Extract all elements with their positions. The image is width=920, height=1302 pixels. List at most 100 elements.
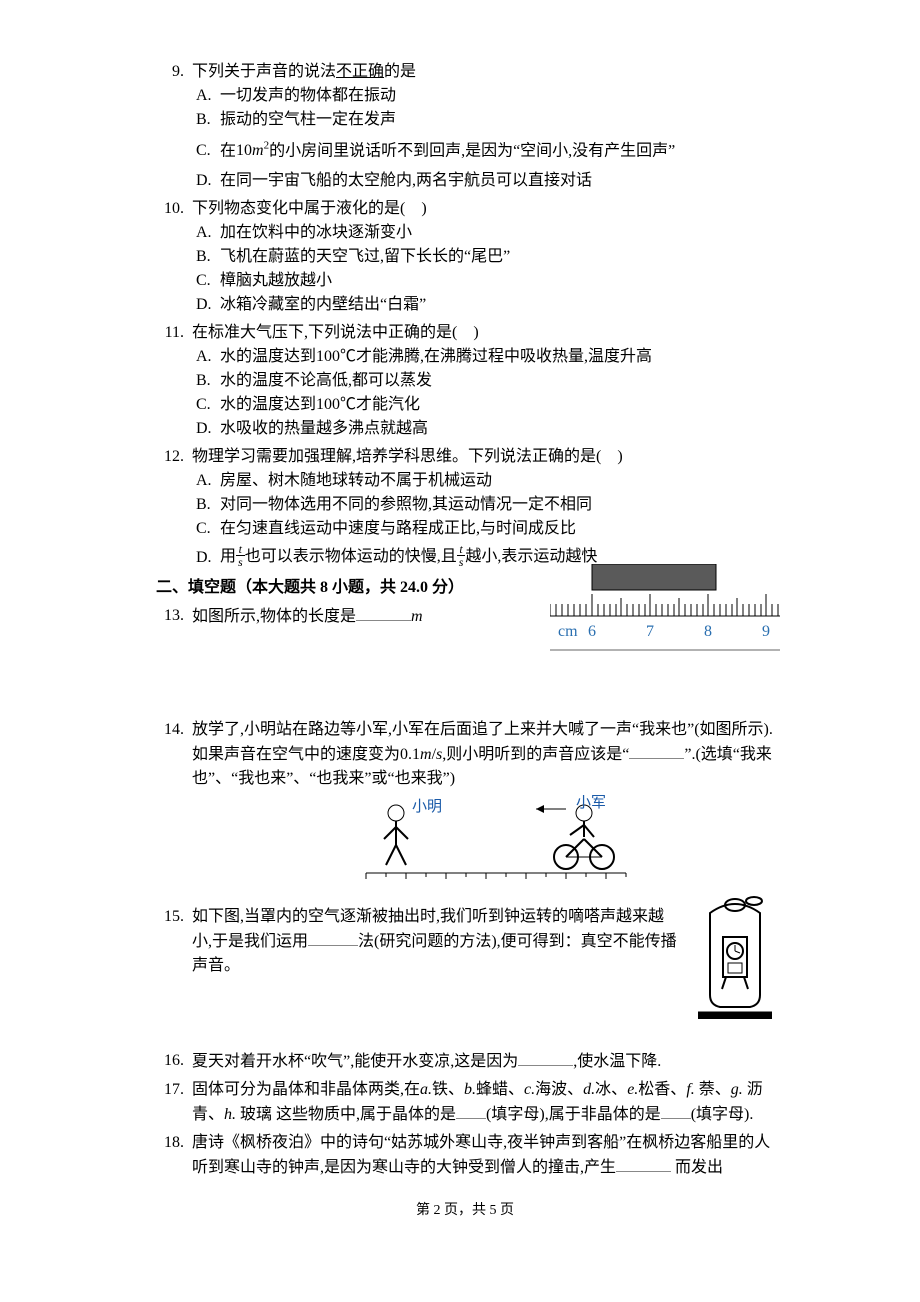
q15-belljar-figure: [690, 895, 780, 1033]
q12-d-p2: 也可以表示物体运动的快慢,且: [245, 549, 457, 566]
q9-opt-a: A.一切发声的物体都在振动: [192, 84, 780, 108]
q11-c-p2: 才能汽化: [356, 396, 420, 413]
q14-p2: ,则小明听到的声音应该是“: [442, 746, 629, 763]
q10-opt-c: C.樟脑丸越放越小: [192, 269, 780, 293]
q11-stem: 在标准大气压下,下列说法中正确的是( ): [192, 321, 780, 345]
q16-blank[interactable]: [518, 1049, 573, 1066]
q15-body: 如下图,当罩内的空气逐渐被抽出时,我们听到钟运转的嘀嗒声越来越小,于是我们运用法…: [192, 905, 780, 1033]
q17-f: f.: [686, 1081, 694, 1098]
q17-p2: (填字母),属于非晶体的是: [486, 1106, 661, 1123]
q17-d-t: 冰、: [595, 1081, 627, 1098]
q17-b-t: 蜂蜡、: [476, 1081, 524, 1098]
q12-b-text: 对同一物体选用不同的参照物,其运动情况一定不相同: [220, 496, 592, 513]
q16-body: 夏天对着开水杯“吹气”,能使开水变凉,这是因为,使水温下降.: [192, 1049, 780, 1074]
q9-stem-prefix: 下列关于声音的说法: [192, 63, 336, 80]
q10-d-text: 冰箱冷藏室的内壁结出“白霜”: [220, 296, 426, 313]
q12-stem: 物理学习需要加强理解,培养学科思维。下列说法正确的是( ): [192, 445, 780, 469]
q10-stem: 下列物态变化中属于液化的是( ): [192, 197, 780, 221]
q11-c-p1: 水的温度达到: [220, 396, 316, 413]
q11-opt-a: A.水的温度达到100℃才能沸腾,在沸腾过程中吸收热量,温度升高: [192, 345, 780, 369]
q14-num: 14.: [150, 718, 192, 901]
q10-opt-a: A.加在饮料中的冰块逐渐变小: [192, 221, 780, 245]
q9-stem-suffix: 的是: [384, 63, 416, 80]
q17-e: e.: [627, 1081, 638, 1098]
q9-b-text: 振动的空气柱一定在发声: [220, 111, 396, 128]
q9-stem: 下列关于声音的说法不正确的是: [192, 60, 780, 84]
q9-d-text: 在同一宇宙飞船的太空舱内,两名宇航员可以直接对话: [220, 172, 592, 189]
q17-h: h.: [224, 1106, 236, 1123]
q11-opt-c: C.水的温度达到100℃才能汽化: [192, 393, 780, 417]
q13-p2: m: [411, 608, 423, 625]
q11-a-p1: 水的温度达到: [220, 348, 316, 365]
q9-a-text: 一切发声的物体都在振动: [220, 87, 396, 104]
q17-p3: (填字母).: [691, 1106, 754, 1123]
q14-body: 放学了,小明站在路边等小军,小军在后面追了上来并大喊了一声“我来也”(如图所示)…: [192, 718, 780, 901]
q13-tick-6: 6: [588, 623, 596, 640]
q12-d-frac1: ts: [236, 543, 245, 568]
q11-a-p2: 才能沸腾,在沸腾过程中吸收热量,温度升高: [356, 348, 652, 365]
q17-c: c.: [524, 1081, 535, 1098]
q11-body: 在标准大气压下,下列说法中正确的是( ) A.水的温度达到100℃才能沸腾,在沸…: [192, 321, 780, 441]
q18-body: 唐诗《枫桥夜泊》中的诗句“姑苏城外寒山寺,夜半钟声到客船”在枫桥边客船里的人听到…: [192, 1131, 780, 1180]
q12-opt-a: A.房屋、树木随地球转动不属于机械运动: [192, 469, 780, 493]
q9-c-p2: 的小房间里说话听不到回声,是因为“空间小,没有产生回声”: [269, 142, 675, 159]
q10-c-text: 樟脑丸越放越小: [220, 272, 332, 289]
q13-ruler-unit: cm: [558, 623, 578, 640]
q17-d: d.: [583, 1081, 595, 1098]
q11-opt-b: B.水的温度不论高低,都可以蒸发: [192, 369, 780, 393]
q13-tick-9: 9: [762, 623, 770, 640]
q13-body: cm 6 7 8 9 如图所示,物体的长度是m: [192, 604, 780, 694]
q16-p2: ,使水温下降.: [573, 1053, 661, 1070]
q13-num: 13.: [150, 604, 192, 694]
q10-b-text: 飞机在蔚蓝的天空飞过,留下长长的“尾巴”: [220, 248, 510, 265]
q9-num: 9.: [150, 60, 192, 193]
q10-body: 下列物态变化中属于液化的是( ) A.加在饮料中的冰块逐渐变小 B.飞机在蔚蓝的…: [192, 197, 780, 317]
q14-figure: 小明 小军: [192, 795, 780, 893]
q17-blank2[interactable]: [661, 1102, 691, 1119]
q11-b-text: 水的温度不论高低,都可以蒸发: [220, 372, 432, 389]
q12-opt-b: B.对同一物体选用不同的参照物,其运动情况一定不相同: [192, 493, 780, 517]
q17-e-t: 松香、: [638, 1081, 686, 1098]
q11-c-temp: 100℃: [316, 396, 356, 413]
q15-blank[interactable]: [308, 929, 358, 946]
q17-body: 固体可分为晶体和非晶体两类,在a.铁、b.蜂蜡、c.海波、d.冰、e.松香、f.…: [192, 1078, 780, 1127]
q9-body: 下列关于声音的说法不正确的是 A.一切发声的物体都在振动 B.振动的空气柱一定在…: [192, 60, 780, 193]
q9-stem-underlined: 不正确: [336, 63, 384, 80]
q10-opt-d: D.冰箱冷藏室的内壁结出“白霜”: [192, 293, 780, 317]
q12-a-text: 房屋、树木随地球转动不属于机械运动: [220, 472, 492, 489]
q14-blank[interactable]: [629, 742, 684, 759]
q14-stem: 放学了,小明站在路边等小军,小军在后面追了上来并大喊了一声“我来也”(如图所示)…: [192, 718, 780, 791]
q12-d-p1: 用: [220, 549, 236, 566]
q18-num: 18.: [150, 1131, 192, 1180]
q17-blank1[interactable]: [456, 1102, 486, 1119]
q11-a-temp: 100℃: [316, 348, 356, 365]
q12-d-frac2: ts: [457, 543, 466, 568]
q11-d-text: 水吸收的热量越多沸点就越高: [220, 420, 428, 437]
q17-c-t: 海波、: [535, 1081, 583, 1098]
q12-body: 物理学习需要加强理解,培养学科思维。下列说法正确的是( ) A.房屋、树木随地球…: [192, 445, 780, 570]
q17-g: g.: [731, 1081, 743, 1098]
q9-opt-b: B.振动的空气柱一定在发声: [192, 108, 780, 132]
q14-speed: 0.1m/s: [400, 746, 442, 763]
q12-opt-c: C.在匀速直线运动中速度与路程成正比,与时间成反比: [192, 517, 780, 541]
q12-d-p3: 越小,表示运动越快: [465, 549, 597, 566]
q13-p1: 如图所示,物体的长度是: [192, 608, 356, 625]
q17-num: 17.: [150, 1078, 192, 1127]
q16-num: 16.: [150, 1049, 192, 1074]
q17-b: b.: [464, 1081, 476, 1098]
q12-c-text: 在匀速直线运动中速度与路程成正比,与时间成反比: [220, 520, 576, 537]
q17-h-t: 玻璃 这些物质中,属于晶体的是: [236, 1106, 456, 1123]
q17-f-t: 萘、: [695, 1081, 731, 1098]
q9-opt-c: C.在10m2的小房间里说话听不到回声,是因为“空间小,没有产生回声”: [192, 138, 780, 163]
q18-p2: 而发出: [671, 1159, 723, 1176]
q18-blank[interactable]: [616, 1155, 671, 1172]
svg-text:小军: 小军: [576, 795, 606, 811]
q13-blank[interactable]: [356, 604, 411, 621]
q9-c-p1: 在: [220, 142, 236, 159]
q10-a-text: 加在饮料中的冰块逐渐变小: [220, 224, 412, 241]
q10-num: 10.: [150, 197, 192, 317]
q17-p1: 固体可分为晶体和非晶体两类,在: [192, 1081, 420, 1098]
q13-tick-8: 8: [704, 623, 712, 640]
q12-num: 12.: [150, 445, 192, 570]
q9-opt-d: D.在同一宇宙飞船的太空舱内,两名宇航员可以直接对话: [192, 169, 780, 193]
